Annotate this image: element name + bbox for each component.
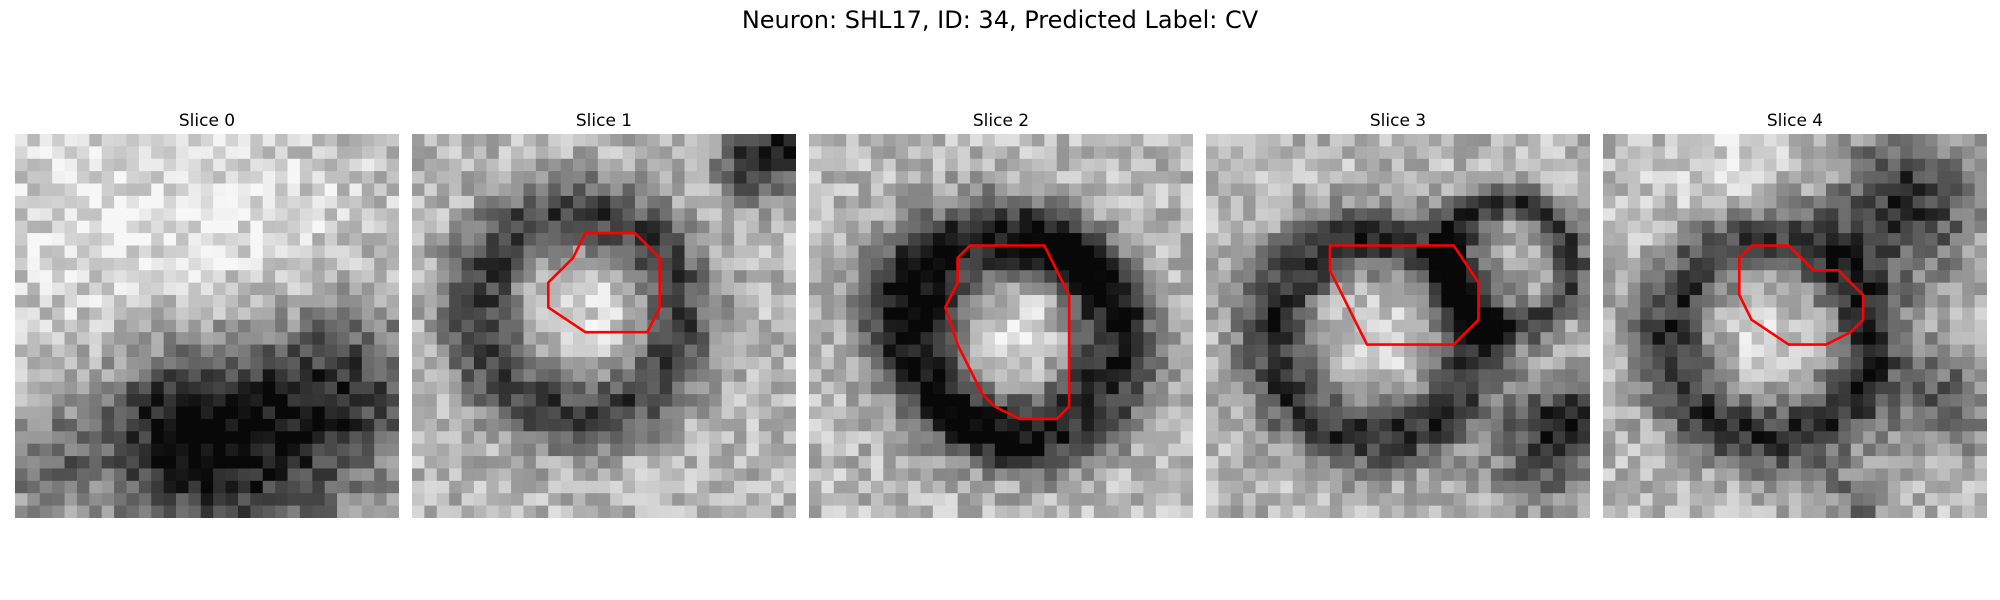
slice-title: Slice 4 xyxy=(1766,111,1824,131)
slice-panel-1: Slice 1 xyxy=(412,108,796,518)
slice-title: Slice 3 xyxy=(1369,111,1427,131)
slice-title: Slice 2 xyxy=(972,111,1030,131)
grayscale-slice-image xyxy=(809,134,1193,518)
slice-title: Slice 1 xyxy=(575,111,633,131)
segmentation-contour xyxy=(1738,244,1865,346)
slice-panel-4: Slice 4 xyxy=(1603,108,1987,518)
segmentation-contour xyxy=(944,244,1071,421)
slice-panel-0: Slice 0 xyxy=(15,108,399,518)
figure-title: Neuron: SHL17, ID: 34, Predicted Label: … xyxy=(741,6,1259,34)
segmentation-contour xyxy=(547,231,661,334)
grayscale-slice-image xyxy=(1603,134,1987,518)
slice-panel-2: Slice 2 xyxy=(809,108,1193,518)
slice-title: Slice 0 xyxy=(178,111,236,131)
grayscale-slice-image xyxy=(412,134,796,518)
segmentation-contour xyxy=(1328,244,1480,346)
grayscale-slice-image xyxy=(15,134,399,518)
slice-panel-3: Slice 3 xyxy=(1206,108,1590,518)
grayscale-slice-image xyxy=(1206,134,1590,518)
